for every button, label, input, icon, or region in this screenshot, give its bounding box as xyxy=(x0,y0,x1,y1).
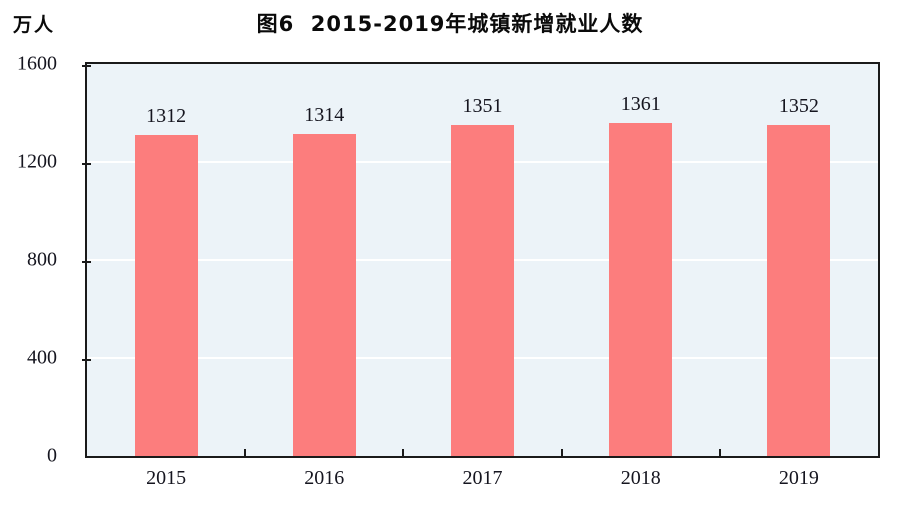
y-axis-tick-800 xyxy=(82,261,91,263)
x-tick-label-2015: 2015 xyxy=(146,467,187,489)
plot-inner: 1312 1314 1351 1361 1352 xyxy=(82,64,878,456)
x-axis-tick-2 xyxy=(402,449,405,456)
bar-value-label-2017: 1351 xyxy=(462,95,503,118)
y-tick-label-800: 800 xyxy=(27,248,57,271)
x-tick-label-2016: 2016 xyxy=(304,467,345,489)
bar-value-label-2018: 1361 xyxy=(620,92,661,115)
x-axis-tick-3 xyxy=(560,449,563,456)
y-axis-tick-400 xyxy=(82,359,91,361)
x-tick-label-2017: 2017 xyxy=(462,467,503,489)
x-tick-label-2018: 2018 xyxy=(620,467,661,489)
bar-2016 xyxy=(292,134,356,456)
chart-title: 图6 2015-2019年城镇新增就业人数 xyxy=(256,12,644,36)
bar-2015 xyxy=(134,134,198,456)
bar-value-label-2019: 1352 xyxy=(778,94,819,117)
y-axis-tick-1200 xyxy=(82,163,91,165)
y-tick-label-0: 0 xyxy=(47,444,57,467)
x-axis-tick-1 xyxy=(244,449,247,456)
x-axis-tick-4 xyxy=(718,449,721,456)
bar-value-label-2016: 1314 xyxy=(304,104,345,127)
x-tick-label-2019: 2019 xyxy=(778,467,819,489)
y-tick-label-1200: 1200 xyxy=(17,150,57,173)
y-tick-label-400: 400 xyxy=(27,346,57,369)
y-axis-unit-label: 万人 xyxy=(13,14,56,36)
bar-2019 xyxy=(767,124,831,456)
bar-value-label-2015: 1312 xyxy=(146,104,187,127)
y-tick-label-1600: 1600 xyxy=(17,52,57,75)
plot-area: 1312 1314 1351 1361 1352 xyxy=(82,62,880,458)
bar-2017 xyxy=(451,125,514,456)
bar-2018 xyxy=(609,122,673,456)
y-axis-tick-1600 xyxy=(82,65,91,67)
y-axis: 0 400 800 1200 1600 xyxy=(0,0,57,507)
